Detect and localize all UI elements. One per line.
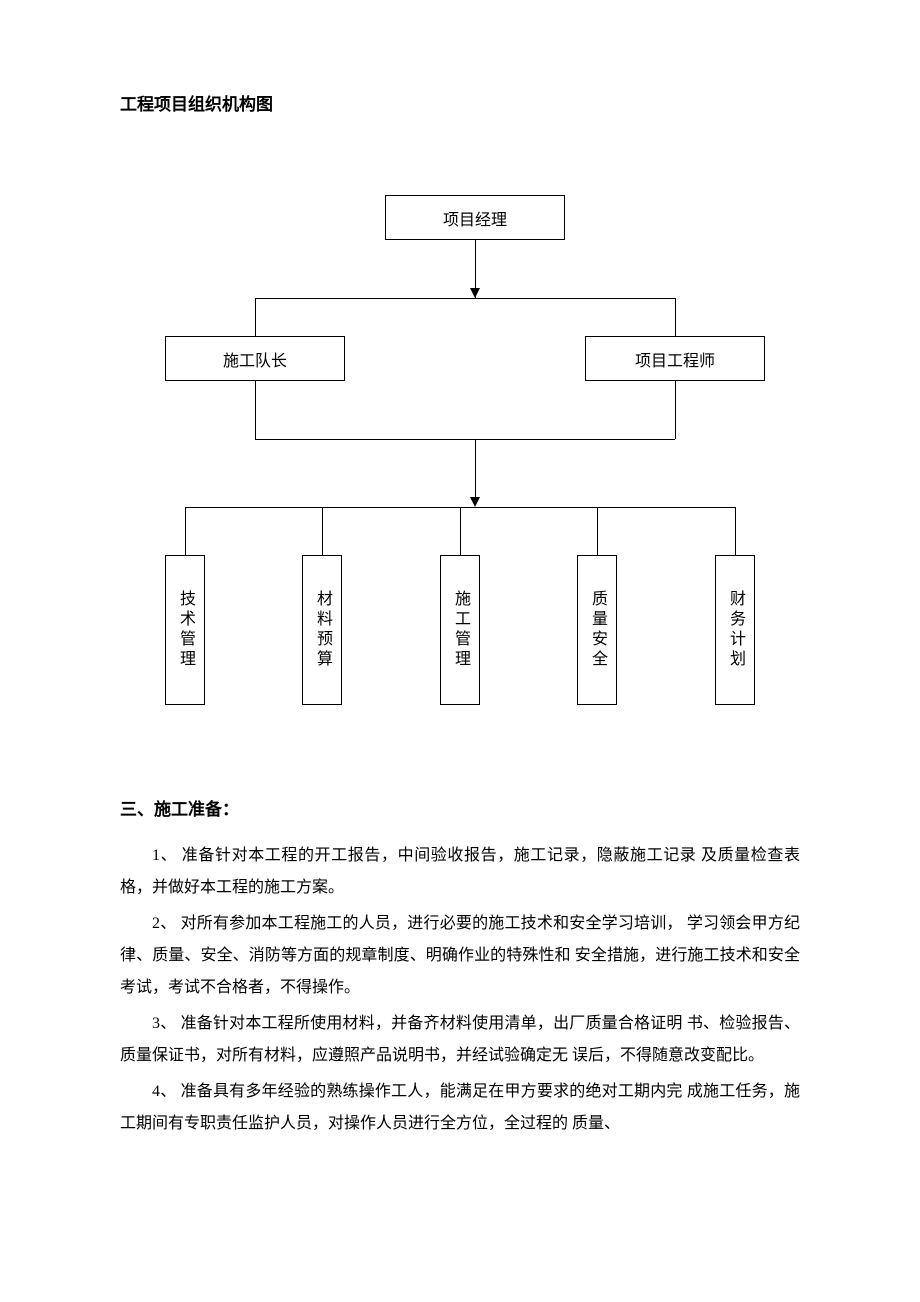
node-level2-0: 施工队长 xyxy=(165,336,345,381)
node-label: 项目经理 xyxy=(443,206,507,230)
connector-line xyxy=(322,507,323,555)
node-label: 材料预算 xyxy=(310,590,334,670)
org-chart: 项目经理 施工队长 项目工程师 技术管理 材料预算 施工管理 质量安全 财务计划 xyxy=(150,195,770,755)
node-level3-4: 财务计划 xyxy=(715,555,755,705)
connector-line xyxy=(255,439,675,440)
page-title: 工程项目组织机构图 xyxy=(120,90,800,115)
node-label: 财务计划 xyxy=(723,590,747,670)
connector-line xyxy=(475,439,476,497)
arrow-icon xyxy=(470,288,480,298)
connector-line xyxy=(255,298,675,299)
node-level3-2: 施工管理 xyxy=(440,555,480,705)
connector-line xyxy=(185,507,186,555)
connector-line xyxy=(255,298,256,336)
node-label: 质量安全 xyxy=(585,590,609,670)
paragraph: 2、 对所有参加本工程施工的人员，进行必要的施工技术和安全学习培训， 学习领会甲… xyxy=(120,908,800,1004)
node-label: 项目工程师 xyxy=(635,347,715,371)
node-level3-3: 质量安全 xyxy=(577,555,617,705)
node-label: 技术管理 xyxy=(173,590,197,670)
node-level1: 项目经理 xyxy=(385,195,565,240)
connector-line xyxy=(255,381,256,439)
connector-line xyxy=(735,507,736,555)
paragraph: 4、 准备具有多年经验的熟练操作工人，能满足在甲方要求的绝对工期内完 成施工任务… xyxy=(120,1076,800,1140)
node-level3-0: 技术管理 xyxy=(165,555,205,705)
node-label: 施工队长 xyxy=(223,347,287,371)
node-level3-1: 材料预算 xyxy=(302,555,342,705)
node-level2-1: 项目工程师 xyxy=(585,336,765,381)
node-label: 施工管理 xyxy=(448,590,472,670)
paragraph: 3、 准备针对本工程所使用材料，并备齐材料使用清单，出厂质量合格证明 书、检验报… xyxy=(120,1008,800,1072)
connector-line xyxy=(460,507,461,555)
connector-line xyxy=(675,298,676,336)
arrow-icon xyxy=(470,497,480,507)
paragraph: 1、 准备针对本工程的开工报告，中间验收报告，施工记录，隐蔽施工记录 及质量检查… xyxy=(120,840,800,904)
connector-line xyxy=(675,381,676,439)
connector-line xyxy=(597,507,598,555)
section-title: 三、施工准备： xyxy=(120,795,800,820)
